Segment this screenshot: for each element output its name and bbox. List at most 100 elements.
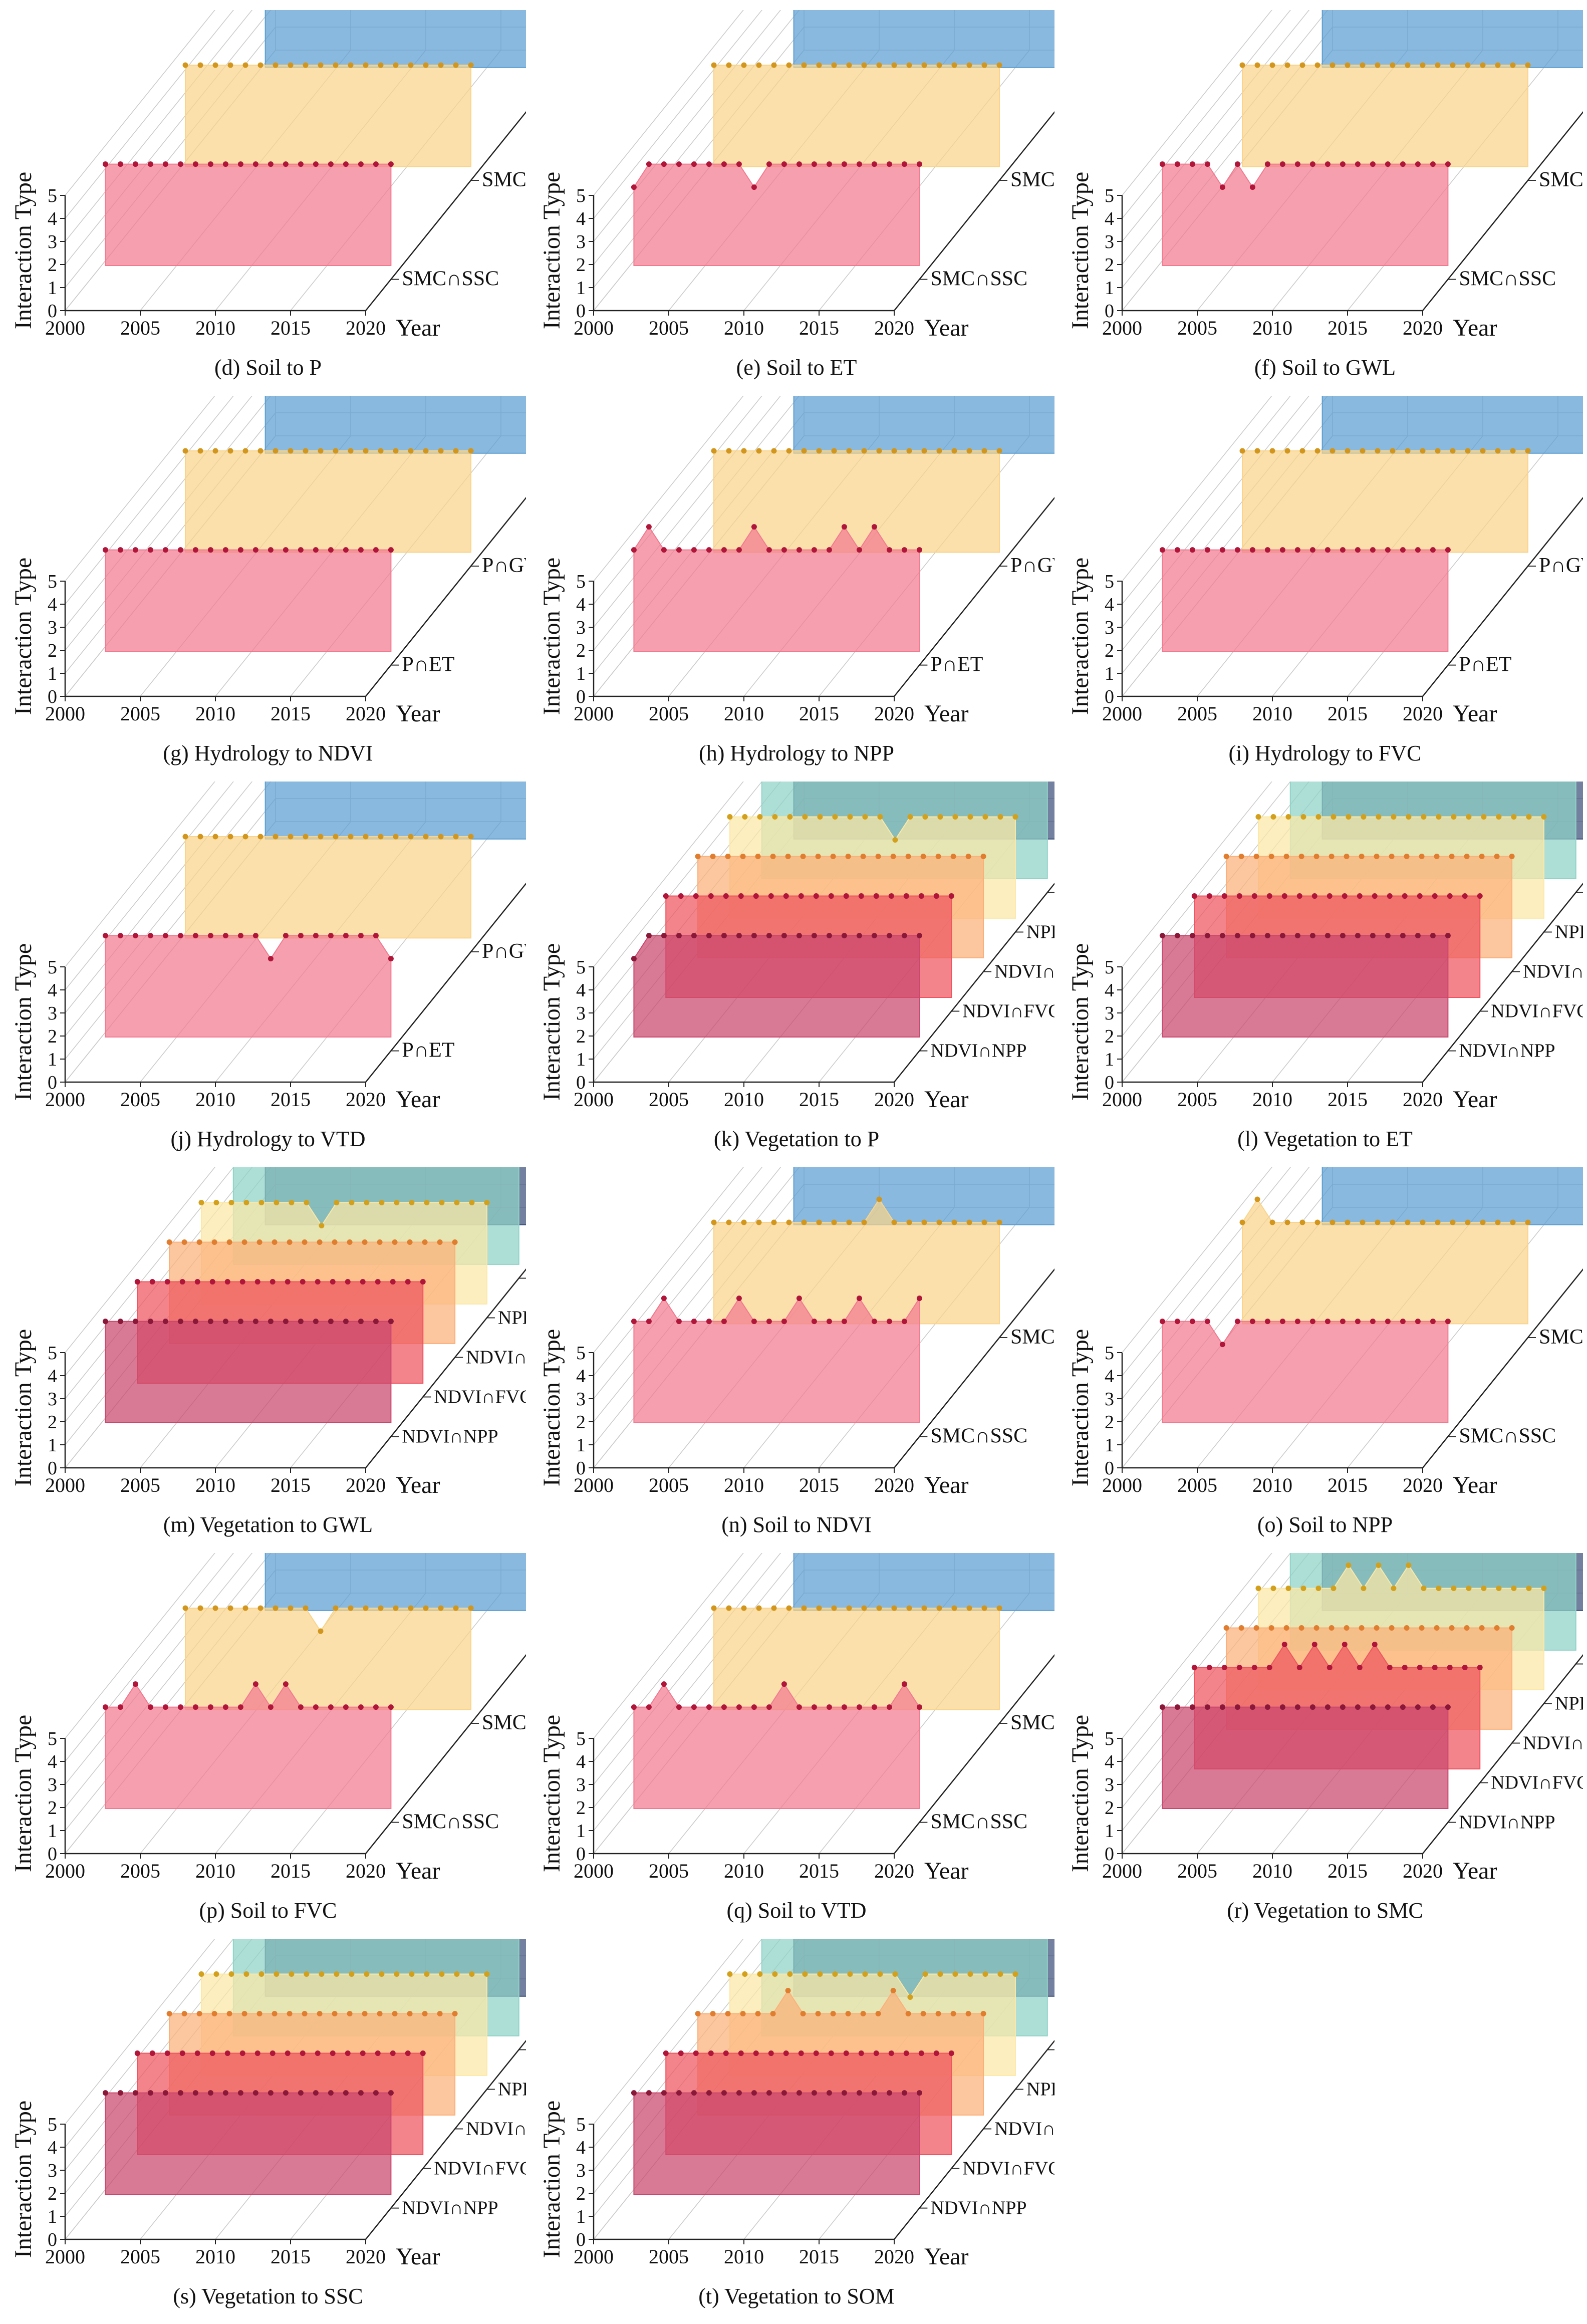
data-point [1375, 62, 1381, 68]
data-point [841, 524, 847, 530]
x-axis-title: Year [924, 2243, 968, 2270]
data-point [982, 1971, 988, 1977]
data-point [272, 2011, 278, 2017]
data-point [847, 1971, 853, 1977]
depth-axis-line [894, 496, 1054, 697]
panel-caption: (p) Soil to FVC [199, 1898, 337, 1923]
data-point [891, 1219, 897, 1225]
data-point [691, 1319, 697, 1325]
series-f-2: SMC∩SOM [1239, 62, 1583, 191]
data-point [303, 62, 309, 68]
data-point [407, 1239, 413, 1245]
panel-caption: (i) Hydrology to FVC [1228, 741, 1422, 765]
z-tick-label: 0 [1105, 1072, 1114, 1093]
data-point [841, 1319, 847, 1325]
z-tick-label: 0 [48, 1458, 57, 1479]
side-gridline [1122, 1167, 1272, 1353]
z-tick-label: 4 [48, 1751, 57, 1772]
data-point [252, 547, 258, 553]
data-point [1400, 547, 1406, 553]
data-point [424, 1971, 430, 1977]
series-area [793, 1167, 1054, 1225]
data-point [132, 547, 138, 553]
data-point [1420, 1219, 1426, 1225]
data-point [388, 956, 394, 962]
panel-caption: (g) Hydrology to NDVI [163, 741, 373, 765]
data-point [1189, 1704, 1195, 1710]
z-axis-title: Interaction Type [539, 2101, 565, 2258]
series-r-1: NDVI∩NPP [1159, 1704, 1555, 1833]
data-point [1329, 854, 1335, 860]
series-label: NDVI∩VTD [1523, 961, 1583, 982]
series-area [185, 836, 471, 939]
data-point [826, 2090, 832, 2096]
data-point [360, 1279, 366, 1285]
data-point [663, 2050, 669, 2056]
data-point [242, 834, 248, 840]
data-point [438, 448, 444, 454]
data-point [300, 1279, 306, 1285]
z-tick-label: 1 [1105, 1049, 1114, 1070]
data-point [846, 448, 852, 454]
depth-axis-line [365, 1268, 526, 1468]
data-point [711, 1219, 717, 1225]
data-point [268, 2090, 274, 2096]
data-point [1510, 1219, 1516, 1225]
data-point [873, 893, 879, 899]
z-tick-label: 0 [576, 301, 586, 322]
z-tick-label: 1 [48, 1821, 57, 1842]
data-point [981, 1605, 987, 1611]
data-point [766, 1319, 772, 1325]
data-point [1223, 854, 1229, 860]
series-area [264, 396, 526, 454]
panel-caption: (t) Vegetation to SOM [698, 2284, 895, 2308]
series-area [105, 549, 392, 652]
data-point [1223, 1625, 1229, 1631]
data-point [207, 1319, 213, 1325]
data-point [268, 1704, 274, 1710]
data-point [1296, 893, 1302, 899]
z-axis-title: Interaction Type [10, 1329, 37, 1486]
data-point [1285, 814, 1291, 820]
series-label: SMC∩SSC [1459, 1425, 1556, 1448]
data-point [227, 448, 233, 454]
data-point [102, 1319, 108, 1325]
data-point [1191, 893, 1197, 899]
data-point [1389, 854, 1395, 860]
data-point [1159, 547, 1165, 553]
x-axis-title: Year [396, 1086, 440, 1113]
z-tick-label: 1 [1105, 1435, 1114, 1456]
data-point [1357, 893, 1363, 899]
data-point [222, 933, 228, 939]
series-label: SMC∩SOM [1010, 168, 1054, 191]
z-tick-label: 0 [1105, 301, 1114, 322]
x-axis-title: Year [1453, 1086, 1497, 1113]
data-point [1421, 1585, 1427, 1591]
data-point [796, 547, 802, 553]
series-label: NDVI∩VTD [466, 1347, 526, 1368]
x-axis-title: Year [924, 1858, 968, 1884]
chart-panel-p: SSC∩SOMSMC∩SOMSMC∩SSC2000200520102015202… [10, 1553, 526, 1929]
series-label: P∩GWL [482, 554, 526, 577]
data-point [1450, 62, 1456, 68]
data-point [1270, 1585, 1276, 1591]
z-tick-label: 1 [576, 1821, 586, 1842]
data-point [194, 2050, 200, 2056]
data-point [393, 834, 399, 840]
data-point [164, 1279, 170, 1285]
data-point [197, 834, 203, 840]
series-label: NDVI∩FVC [434, 2158, 526, 2179]
z-tick-label: 4 [48, 1366, 57, 1387]
z-tick-label: 0 [576, 686, 586, 707]
data-point [1174, 1319, 1180, 1325]
data-point [298, 1704, 304, 1710]
data-point [1415, 1319, 1421, 1325]
z-tick-label: 2 [576, 1797, 586, 1819]
data-point [1283, 854, 1289, 860]
data-point [1189, 161, 1195, 167]
data-point [162, 1319, 168, 1325]
data-point [1370, 547, 1376, 553]
data-point [1477, 893, 1483, 899]
z-tick-label: 2 [48, 1412, 57, 1433]
data-point [856, 161, 862, 167]
